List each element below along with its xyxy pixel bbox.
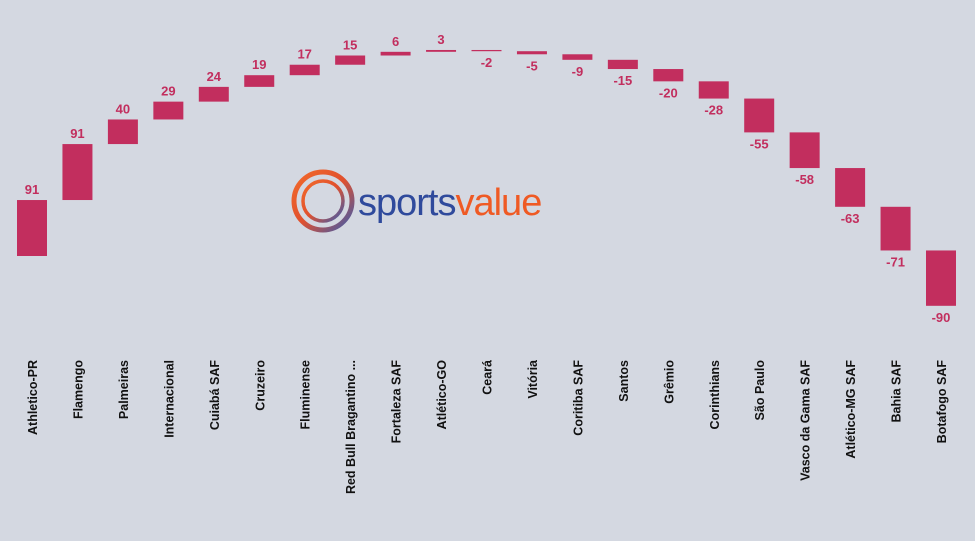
data-label: -63 (841, 211, 860, 226)
data-label: -2 (481, 55, 493, 70)
bar-6 (289, 64, 320, 76)
logo-text-value: value (455, 182, 541, 224)
category-label: Santos (617, 360, 631, 402)
data-label: -28 (704, 103, 723, 118)
logo-ring-icon (291, 169, 355, 233)
data-label: 40 (116, 101, 130, 116)
data-label: 6 (392, 34, 399, 49)
bar-8 (380, 51, 411, 56)
category-label: Fortaleza SAF (390, 360, 404, 444)
bar-18 (835, 168, 866, 207)
bar-16 (744, 98, 775, 133)
data-label: 17 (297, 47, 311, 62)
category-label: Atlético-GO (435, 360, 449, 430)
svg-text:sportsvalue: sportsvalue (358, 182, 541, 224)
data-label: -55 (750, 136, 769, 151)
bar-14 (653, 69, 684, 82)
bar-3 (153, 101, 184, 120)
bar-13 (607, 59, 638, 70)
data-label: 91 (25, 182, 39, 197)
data-label: 29 (161, 84, 175, 99)
category-label: Red Bull Bragantino ... (344, 360, 358, 494)
category-label: Bahia SAF (890, 360, 904, 423)
category-label: Atlético-MG SAF (844, 360, 858, 459)
category-label: Palmeiras (117, 360, 131, 419)
data-label: 19 (252, 57, 266, 72)
bar-9 (426, 49, 457, 52)
bar-20 (926, 250, 956, 306)
bar-5 (244, 75, 275, 87)
data-label: -58 (795, 172, 814, 187)
bar-4 (198, 86, 229, 102)
data-label: -90 (932, 310, 951, 325)
data-label: -20 (659, 85, 678, 100)
category-label: Flamengo (71, 360, 85, 419)
data-label: 15 (343, 38, 357, 53)
category-label: Cuiabá SAF (208, 360, 222, 431)
category-label: Internacional (162, 360, 176, 438)
logo-text-sports: sports (358, 182, 455, 224)
data-label: 24 (207, 69, 222, 84)
sportsvalue-logo: sportsvalue (291, 169, 542, 233)
logo-inner-ring-icon (301, 179, 345, 223)
data-label: -9 (572, 64, 584, 79)
data-label: 3 (437, 32, 444, 47)
category-label: Ceará (481, 360, 495, 395)
bar-1 (62, 144, 93, 201)
category-label: Vasco da Gama SAF (799, 360, 813, 481)
bar-12 (562, 54, 593, 60)
category-label: Athletico-PR (26, 360, 40, 435)
category-label: Grêmio (662, 360, 676, 404)
bar-15 (698, 81, 729, 99)
bar-17 (789, 132, 820, 169)
bar-7 (335, 55, 366, 65)
data-label: -15 (613, 73, 632, 88)
bar-11 (516, 51, 547, 55)
category-label: Vitória (526, 359, 540, 399)
bar-2 (107, 119, 138, 145)
bar-0 (17, 200, 47, 256)
data-label: -5 (526, 58, 538, 73)
category-label: São Paulo (753, 360, 767, 421)
category-label: Botafogo SAF (935, 360, 949, 444)
category-label: Fluminense (299, 360, 313, 430)
data-label: 91 (70, 126, 84, 141)
category-label: Cruzeiro (253, 360, 267, 411)
bar-10 (471, 49, 502, 52)
category-label: Coritiba SAF (571, 360, 585, 436)
category-label: Corinthians (708, 360, 722, 429)
bar-19 (880, 206, 911, 251)
data-label: -71 (886, 254, 905, 269)
